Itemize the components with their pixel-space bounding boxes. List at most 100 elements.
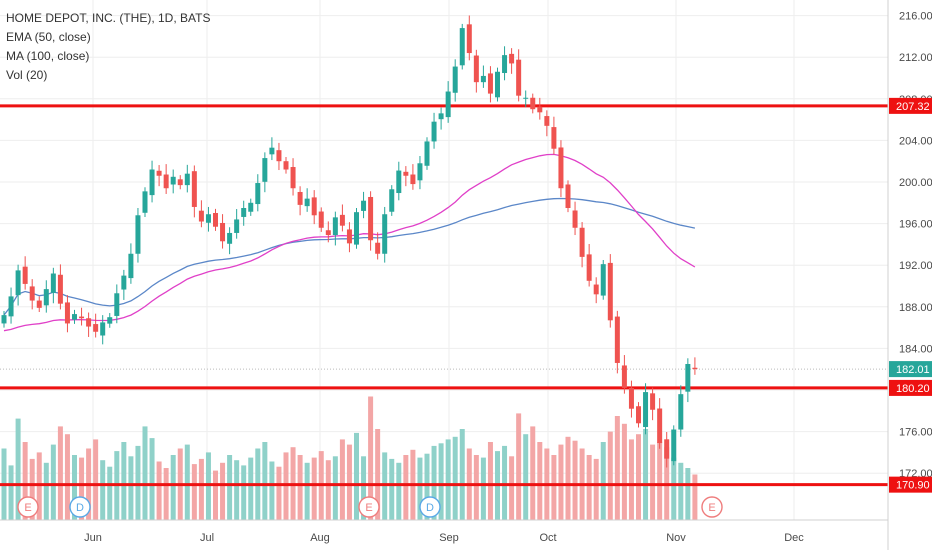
candle-body [375,242,381,254]
dividend-marker[interactable]: D [69,496,91,518]
volume-bar [607,431,613,520]
legend-vol: Vol (20) [6,68,48,82]
price-tick-label: 200.00 [899,177,932,189]
last-price-badge [889,361,932,378]
candle-body [255,183,261,205]
volume-bar [43,462,49,520]
candle-body [572,210,578,228]
candle-body [318,211,324,228]
volume-bar [438,443,444,520]
candle-body [586,254,592,281]
volume-bar [361,456,367,520]
candle-body [650,393,656,410]
volume-bar [135,445,141,520]
volume-bar [297,455,303,520]
candle-body [438,113,444,120]
candle-body [607,262,613,321]
candle-body [417,163,423,181]
price-tick-label: 188.00 [899,302,932,314]
candle-body [184,173,190,186]
volume-bar [445,439,451,520]
volume-bar [628,439,634,520]
candle-body [276,150,282,162]
volume-bar [473,455,479,520]
candle-body [544,116,550,126]
volume-bar [480,457,486,520]
candle-body [692,367,698,370]
volume-bar [57,426,63,520]
earnings-marker[interactable]: E [358,496,380,518]
candle-body [227,232,233,244]
candle-body [297,191,303,205]
volume-bar [205,452,211,520]
candle-body [346,229,352,244]
candle-body [396,170,402,194]
volume-bar [685,468,691,520]
marker-circle [358,496,380,518]
volume-bar [163,468,169,520]
candle-body [445,91,451,118]
candle-body [628,387,634,409]
volume-bar [586,455,592,520]
candle-body [537,106,543,113]
volume-bar [50,444,56,520]
volume-bar [29,458,35,520]
volume-bar [311,457,317,520]
volume-bar [156,461,162,520]
candle-body [600,264,606,296]
legend-title: HOME DEPOT, INC. (THE), 1D, BATS [6,11,211,25]
candle-body [177,179,183,186]
month-label: Jun [84,532,102,544]
candle-body [50,273,56,293]
volume-bar [15,418,21,520]
volume-bar [671,457,677,520]
volume-bar [417,457,423,520]
candle-body [565,184,571,208]
candle-body [636,406,641,424]
candle-body [36,300,42,308]
legend-ema: EMA (50, close) [6,30,91,44]
volume-bar [241,465,247,520]
earnings-marker[interactable]: E [701,496,723,518]
gridlines [0,0,888,520]
candle-body [262,158,268,182]
candle-body [205,214,211,223]
axis-background [888,0,932,550]
candle-body [516,59,522,96]
candle-body [593,284,599,295]
last-price-label: 182.01 [896,364,930,376]
volume-bar [332,456,338,520]
candle-body [685,364,691,392]
price-tick-label: 196.00 [899,219,932,231]
candle-body [403,171,409,176]
earnings-marker[interactable]: E [17,496,39,518]
volume-bar [346,444,352,520]
price-tick-label: 184.00 [899,343,932,355]
price-axis: 216.00212.00208.00204.00200.00196.00192.… [887,0,932,550]
level-price-badge [889,97,932,114]
volume-bar [487,442,493,520]
volume-bar [643,429,649,520]
volume-bar [269,461,275,520]
volume-bar [72,455,77,520]
candle-body [234,219,240,233]
volume-bar [431,445,437,520]
candle-body [191,171,197,207]
dividend-marker[interactable]: D [419,496,441,518]
candle-body [121,275,127,290]
volume-bar [389,458,395,520]
volume-bar [128,456,134,520]
volume-bar [551,455,557,520]
month-label: Sep [439,532,459,544]
candle-body [304,198,310,207]
price-tick-label: 204.00 [899,135,932,147]
volume-bar [107,466,113,520]
volume-bar [509,456,515,520]
candle-body [495,71,500,98]
volume-bar [276,466,282,520]
candle-body [283,161,289,170]
volume-bar [262,442,268,520]
volume-bar [36,452,42,520]
marker-circle [701,496,723,518]
